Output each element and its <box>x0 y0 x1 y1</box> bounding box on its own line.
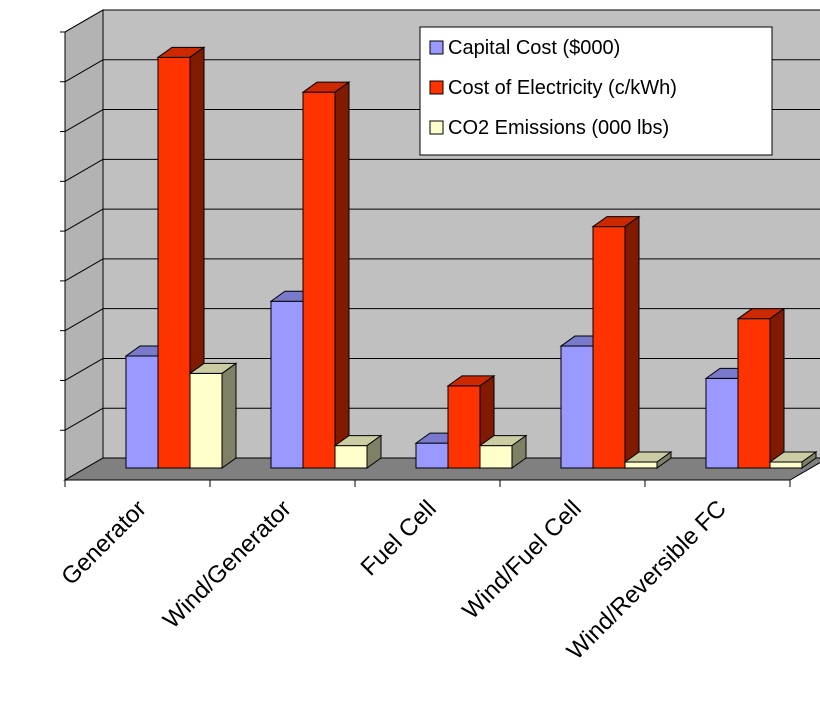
gridline-side <box>64 407 104 431</box>
legend-swatch <box>429 120 444 135</box>
bar-front <box>737 318 771 469</box>
side-wall <box>64 9 104 481</box>
legend-box <box>419 26 773 156</box>
bar-side <box>624 215 640 469</box>
gridline-side <box>64 158 104 182</box>
bar-front <box>624 461 658 469</box>
legend-swatch <box>429 40 444 55</box>
bar <box>301 81 351 469</box>
gridline-side <box>64 308 104 332</box>
category-label: Generator <box>56 495 152 591</box>
axes <box>60 31 791 487</box>
bar-side <box>511 434 527 469</box>
bar-front <box>447 385 481 469</box>
category-label: Fuel Cell <box>356 495 442 581</box>
bar-side <box>801 451 817 469</box>
legend: Capital Cost ($000) Cost of Electricity (… <box>419 26 773 156</box>
bar-side <box>221 362 237 469</box>
bar-side <box>769 307 785 469</box>
bar <box>623 451 673 469</box>
bar-front <box>334 445 368 469</box>
gridline-side <box>64 109 104 132</box>
bar-front <box>125 355 159 469</box>
bar <box>156 46 206 469</box>
gridline-side <box>64 358 104 381</box>
gridline-side <box>64 208 104 232</box>
bar-side <box>366 434 382 469</box>
bar-front <box>769 461 803 469</box>
bar-side <box>334 81 350 469</box>
bar-front <box>592 226 626 469</box>
bar-front <box>415 442 449 469</box>
bars <box>124 46 818 469</box>
bar-front <box>705 377 739 469</box>
category-label: Wind/Fuel Cell <box>457 495 586 624</box>
bar-front <box>560 345 594 469</box>
bar <box>478 434 528 469</box>
bar-side <box>656 451 672 469</box>
bar <box>736 307 786 469</box>
bar-front <box>189 372 223 469</box>
bar-front <box>157 56 191 469</box>
bar <box>591 215 641 469</box>
bar <box>768 451 818 469</box>
legend-label: Cost of Electricity (c/kWh) <box>448 77 677 99</box>
bar <box>188 362 238 469</box>
category-label: Wind/Reversible FC <box>562 495 732 665</box>
category-labels: Generator Wind/Generator Fuel Cell Wind/Fue… <box>56 495 732 665</box>
category-label: Wind/Generator <box>158 495 297 634</box>
bar <box>333 434 383 469</box>
bar-front <box>270 300 304 469</box>
bar-front <box>302 91 336 469</box>
legend-label: CO2 Emissions (000 lbs) <box>448 117 669 139</box>
gridline-side <box>64 258 104 282</box>
gridline-side <box>64 9 104 33</box>
bar-front <box>479 445 513 469</box>
legend-label: Capital Cost ($000) <box>448 37 620 59</box>
legend-swatch <box>429 80 444 95</box>
gridline-side <box>64 59 104 83</box>
